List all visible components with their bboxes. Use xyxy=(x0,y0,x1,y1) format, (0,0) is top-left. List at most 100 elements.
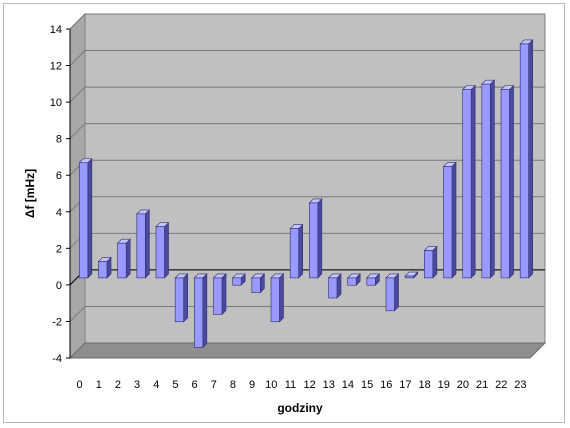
bar-side-face xyxy=(509,84,514,279)
bar-front-face xyxy=(519,43,529,279)
bar-side-face xyxy=(202,273,208,349)
back-wall xyxy=(84,13,546,344)
chart-frame: -4 -2 0 2 4 6 8 10 12 14 0 1 2 3 4 5 6 7 8 9 10 11 12 13 14 15 16… xyxy=(3,3,565,423)
bar-side-face xyxy=(279,273,284,323)
bar-side-face xyxy=(317,198,323,279)
bar xyxy=(327,273,342,299)
bar-front-face xyxy=(462,89,472,279)
bar xyxy=(308,198,323,279)
x-tick-label: 10 xyxy=(265,379,277,391)
y-tick-label: 0 xyxy=(56,280,62,292)
y-axis-ticks: -4 -2 0 2 4 6 8 10 12 14 xyxy=(50,24,71,365)
bar xyxy=(289,223,304,279)
x-tick-label: 1 xyxy=(96,379,102,391)
bar-side-face xyxy=(145,209,150,279)
bar-front-face xyxy=(232,277,242,286)
x-tick-label: 7 xyxy=(211,379,217,391)
x-tick-label: 5 xyxy=(172,379,178,391)
bar-side-face xyxy=(221,273,227,316)
bar-front-face xyxy=(328,277,338,299)
y-tick-label: 2 xyxy=(56,243,62,255)
bar-front-face xyxy=(136,213,146,279)
bar-side-face xyxy=(451,161,457,279)
bar xyxy=(174,273,189,323)
bar xyxy=(404,271,419,279)
y-tick-label: -2 xyxy=(52,316,62,328)
x-tick-label: 15 xyxy=(361,379,373,391)
y-tick-label: 8 xyxy=(56,134,62,146)
bar xyxy=(461,84,476,279)
bar xyxy=(385,273,400,312)
x-tick-label: 18 xyxy=(418,379,430,391)
bar xyxy=(346,273,361,286)
bar-front-face xyxy=(98,261,108,279)
bar xyxy=(116,238,131,279)
y-axis-title: Δf [mHz] xyxy=(23,169,37,218)
bar-front-face xyxy=(213,277,223,315)
bar xyxy=(500,84,515,279)
bar-front-face xyxy=(251,277,261,293)
y-tick-label: 10 xyxy=(50,97,62,109)
bar xyxy=(423,245,438,279)
x-tick-label: 8 xyxy=(230,379,236,391)
x-tick-label: 13 xyxy=(323,379,335,391)
bar xyxy=(442,161,457,279)
bar-side-face xyxy=(490,79,495,279)
bar xyxy=(212,273,227,316)
bar-front-face xyxy=(117,242,127,279)
x-tick-label: 19 xyxy=(438,379,450,391)
x-axis-title: godziny xyxy=(277,401,323,415)
x-tick-label: 12 xyxy=(303,379,315,391)
bar-front-face xyxy=(79,162,89,279)
y-tick-label: 12 xyxy=(50,61,62,73)
bar-front-face xyxy=(289,228,299,279)
bar-front-face xyxy=(270,277,280,323)
bar xyxy=(251,273,266,294)
bars xyxy=(78,39,534,349)
bar-front-face xyxy=(424,250,434,279)
x-tick-label: 0 xyxy=(77,379,83,391)
bar-front-face xyxy=(347,277,357,286)
y-tick-label: 14 xyxy=(50,24,62,36)
x-tick-label: 11 xyxy=(285,379,296,391)
bar-side-face xyxy=(470,84,476,279)
bar xyxy=(231,273,246,286)
floor xyxy=(68,342,547,359)
bar-front-face xyxy=(366,277,376,286)
y-tick-label: -4 xyxy=(52,353,62,365)
bar-side-face xyxy=(432,245,438,279)
bar-front-face xyxy=(404,275,414,279)
x-tick-label: 9 xyxy=(249,379,255,391)
gridline xyxy=(69,123,545,140)
x-tick-label: 20 xyxy=(457,379,469,391)
bar-front-face xyxy=(443,166,453,279)
x-tick-label: 21 xyxy=(476,379,488,391)
x-tick-label: 2 xyxy=(115,379,121,391)
x-tick-label: 14 xyxy=(342,379,354,391)
bar-front-face xyxy=(309,202,319,279)
bar-side-face xyxy=(394,273,399,312)
gridline xyxy=(69,13,545,30)
x-tick-label: 17 xyxy=(399,379,411,391)
bar-side-face xyxy=(298,223,303,279)
x-tick-label: 23 xyxy=(514,379,526,391)
bar-side-face xyxy=(125,238,131,279)
x-tick-label: 6 xyxy=(192,379,198,391)
bar xyxy=(97,256,112,279)
x-tick-label: 4 xyxy=(153,379,159,391)
bar-side-face xyxy=(528,39,533,279)
gridline xyxy=(69,86,545,103)
bar-front-face xyxy=(155,226,165,279)
bar xyxy=(270,273,285,323)
bar xyxy=(366,273,381,286)
y-tick-label: 4 xyxy=(56,207,62,219)
x-tick-label: 3 xyxy=(134,379,140,391)
bar xyxy=(78,158,93,279)
bar-front-face xyxy=(385,277,395,312)
gridline xyxy=(69,50,545,66)
x-tick-label: 16 xyxy=(380,379,392,391)
bar xyxy=(519,39,534,279)
bar-front-face xyxy=(481,83,491,279)
bar-side-face xyxy=(164,221,169,279)
